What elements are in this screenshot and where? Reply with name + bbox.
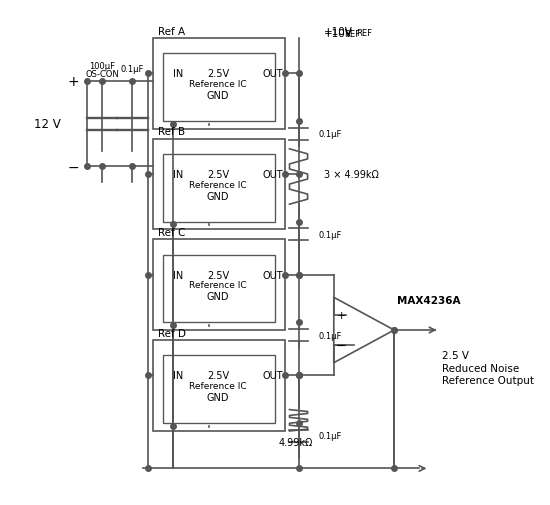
Text: 0.1μF: 0.1μF [318, 230, 342, 239]
Text: Reference Output: Reference Output [442, 376, 534, 385]
Text: GND: GND [207, 191, 229, 201]
Text: 12 V: 12 V [34, 118, 61, 131]
Text: 3 × 4.99kΩ: 3 × 4.99kΩ [324, 170, 378, 180]
Text: OUT: OUT [262, 270, 283, 280]
Text: 0.1μF: 0.1μF [318, 331, 342, 340]
Bar [163, 54, 276, 122]
Text: 100μF: 100μF [89, 62, 116, 71]
Text: GND: GND [207, 392, 229, 402]
Text: 0.1μF: 0.1μF [318, 431, 342, 440]
Text: 2.5V: 2.5V [207, 69, 229, 79]
Text: 2.5 V: 2.5 V [442, 350, 469, 361]
Text: Ref B: Ref B [158, 127, 185, 137]
Bar [152, 39, 285, 129]
Text: Ref C: Ref C [158, 227, 185, 237]
Bar [163, 155, 276, 222]
Text: IN: IN [173, 69, 183, 79]
Text: OUT: OUT [262, 170, 283, 180]
Text: Reduced Noise: Reduced Noise [442, 363, 519, 373]
Text: GND: GND [207, 91, 229, 101]
Text: Ref A: Ref A [158, 27, 185, 36]
Bar [163, 356, 276, 423]
Text: +10V: +10V [324, 27, 353, 36]
Text: Reference IC: Reference IC [189, 381, 247, 390]
Text: IN: IN [173, 270, 183, 280]
Text: REF: REF [356, 29, 372, 37]
Text: IN: IN [173, 371, 183, 381]
Text: IN: IN [173, 170, 183, 180]
Text: MAX4236A: MAX4236A [397, 295, 460, 305]
Text: 4.99kΩ: 4.99kΩ [279, 437, 313, 447]
Text: 2.5V: 2.5V [207, 170, 229, 180]
Text: OUT: OUT [262, 69, 283, 79]
Bar [152, 240, 285, 330]
Text: +10V: +10V [324, 29, 353, 39]
Bar [152, 139, 285, 230]
Text: Reference IC: Reference IC [189, 80, 247, 89]
Bar [152, 340, 285, 431]
Text: −: − [67, 160, 79, 174]
Text: 2.5V: 2.5V [207, 371, 229, 381]
Text: GND: GND [207, 292, 229, 301]
Text: OUT: OUT [262, 371, 283, 381]
Text: Reference IC: Reference IC [189, 180, 247, 189]
Text: 2.5V: 2.5V [207, 270, 229, 280]
Bar [163, 255, 276, 323]
Text: −: − [336, 339, 346, 352]
Text: +: + [337, 310, 346, 320]
Text: REF: REF [344, 29, 360, 38]
Text: Reference IC: Reference IC [189, 281, 247, 290]
Text: Ref D: Ref D [158, 328, 186, 338]
Text: 0.1μF: 0.1μF [318, 130, 342, 139]
Text: 0.1μF: 0.1μF [121, 65, 144, 74]
Text: OS-CON: OS-CON [85, 70, 119, 79]
Text: +: + [67, 75, 79, 89]
